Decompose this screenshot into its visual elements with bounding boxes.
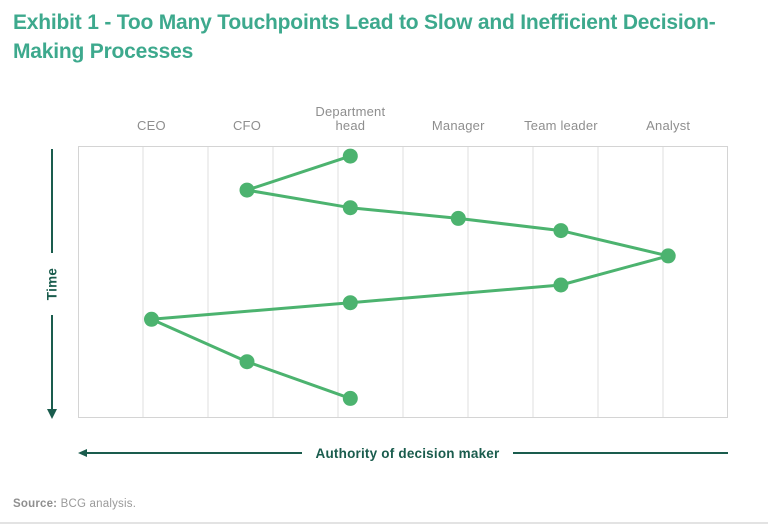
source-label: Source: (13, 498, 58, 510)
column-header: CEO (137, 118, 166, 133)
column-header: CFO (232, 118, 262, 133)
authority-axis-line (87, 452, 302, 454)
touchpoint-dot (553, 223, 569, 239)
column-header: Team leader (524, 118, 598, 133)
column-headers: CEO CFO Department head Manager Team leader A… (78, 88, 728, 134)
touchpoint-chart (78, 146, 728, 418)
source-text: BCG analysis. (60, 498, 137, 510)
touchpoint-dot (553, 277, 569, 293)
touchpoint-dot (342, 390, 358, 406)
column-header: Manager (431, 118, 485, 133)
touchpoint-dot (342, 295, 358, 311)
touchpoint-dot (239, 354, 255, 370)
touchpoint-dot (450, 210, 466, 226)
arrow-down-icon (47, 409, 57, 419)
source-note: Source: BCG analysis. (13, 498, 136, 510)
column-header: Department head (315, 104, 386, 133)
time-axis-line (51, 149, 53, 253)
touchpoint-dot (342, 148, 358, 164)
column-header: Analyst (646, 118, 691, 133)
touchpoint-dot (660, 248, 676, 264)
bottom-divider (0, 522, 768, 524)
time-axis-label: Time (44, 267, 60, 301)
authority-axis: Authority of decision maker (78, 445, 728, 461)
touchpoint-dot (342, 200, 358, 216)
touchpoint-path (150, 154, 670, 400)
exhibit-title: Exhibit 1 - Too Many Touchpoints Lead to… (13, 11, 716, 63)
authority-axis-label: Authority of decision maker (315, 445, 500, 461)
plot-border (78, 146, 728, 418)
authority-axis-line (513, 452, 728, 454)
time-axis-line (51, 315, 53, 410)
touchpoint-dot (144, 311, 159, 327)
arrow-left-icon (78, 449, 87, 457)
touchpoint-chart-canvas (78, 146, 728, 418)
touchpoint-dot (239, 182, 255, 198)
